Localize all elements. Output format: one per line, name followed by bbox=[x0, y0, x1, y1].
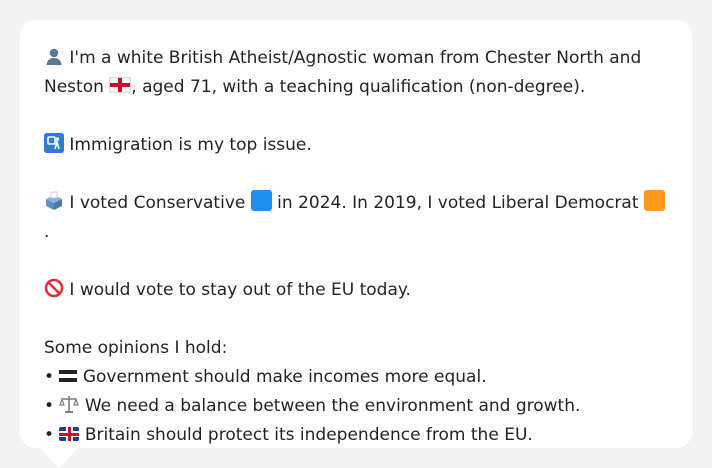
top-issue-paragraph: Immigration is my top issue. bbox=[44, 131, 668, 160]
ballot-box-icon bbox=[44, 191, 64, 211]
eu-paragraph: I would vote to stay out of the EU today… bbox=[44, 276, 668, 305]
opinion-text: Government should make incomes more equa… bbox=[82, 367, 487, 387]
vote-text-end: . bbox=[44, 222, 50, 242]
bullet-marker: • bbox=[44, 367, 55, 387]
opinion-item: • We need a balance between the environm… bbox=[44, 392, 668, 421]
bullet-marker: • bbox=[44, 425, 55, 445]
balance-scale-icon bbox=[59, 394, 80, 414]
blue-square-icon bbox=[250, 190, 272, 211]
england-flag-icon bbox=[109, 77, 132, 93]
person-silhouette-icon bbox=[44, 46, 64, 66]
opinion-item: • Britain should protect its independenc… bbox=[44, 421, 668, 450]
intro-text: I'm a white British Atheist/Agnostic wom… bbox=[44, 48, 642, 97]
intro-paragraph: I'm a white British Atheist/Agnostic wom… bbox=[44, 44, 668, 102]
equals-icon bbox=[59, 369, 78, 383]
opinion-item: • Government should make incomes more eq… bbox=[44, 363, 668, 392]
speech-bubble-tail bbox=[38, 446, 80, 468]
vote-text-libdem: in 2024. In 2019, I voted Liberal Democr… bbox=[277, 193, 639, 213]
bullet-marker: • bbox=[44, 396, 55, 416]
eu-text: I would vote to stay out of the EU today… bbox=[69, 280, 411, 300]
opinion-text: We need a balance between the environmen… bbox=[84, 396, 581, 416]
voting-paragraph: I voted Conservative in 2024. In 2019, I… bbox=[44, 189, 668, 247]
profile-speech-bubble: I'm a white British Atheist/Agnostic wom… bbox=[20, 20, 692, 448]
orange-square-icon bbox=[643, 190, 665, 211]
opinions-heading: Some opinions I hold: bbox=[44, 338, 228, 358]
passport-control-icon bbox=[44, 133, 64, 153]
prohibited-icon bbox=[44, 278, 64, 298]
top-issue-text: Immigration is my top issue. bbox=[69, 135, 312, 155]
uk-flag-icon bbox=[59, 427, 80, 441]
vote-text-conservative: I voted Conservative bbox=[69, 193, 246, 213]
intro-text-continued: , aged 71, with a teaching qualification… bbox=[131, 77, 586, 97]
opinion-text: Britain should protect its independence … bbox=[84, 425, 533, 445]
